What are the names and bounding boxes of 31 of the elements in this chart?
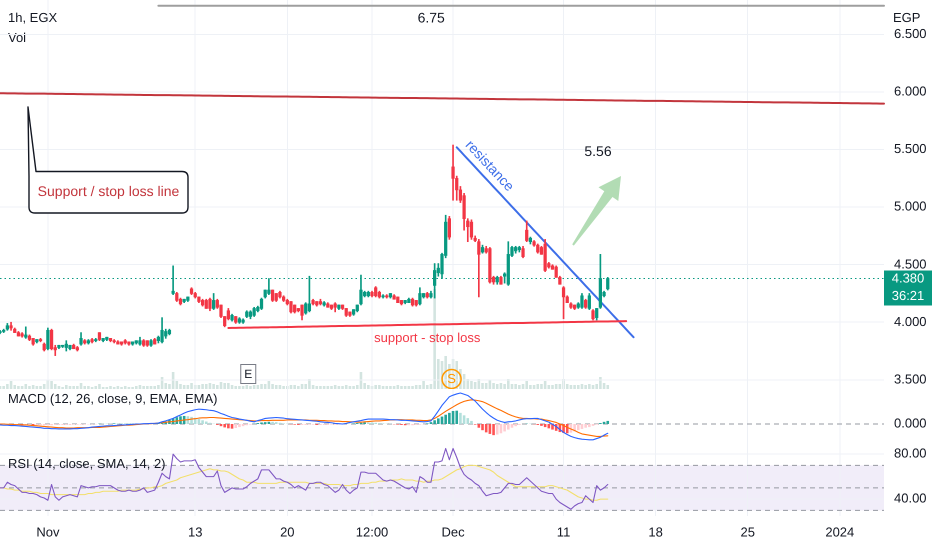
ref-line-label: 4.380 (892, 270, 924, 286)
text: RSI (14, close, SMA, 14, 2) (8, 456, 166, 472)
series-label: 6.75 (418, 10, 446, 26)
text: 1h, EGX (8, 10, 58, 26)
y-tick-label: 80.00 (894, 446, 927, 461)
y-tick-label: 4.500 (894, 256, 927, 272)
y-tick-label: 6.000 (894, 84, 927, 99)
annotation: 5.56 (584, 142, 612, 159)
y-tick-label: 3.500 (894, 371, 927, 386)
y-tick-label: 5.000 (894, 198, 927, 214)
x-tick-label: 2024 (825, 524, 854, 540)
ref-line-label: 0.000 (894, 416, 927, 431)
series-label: support - stop loss (374, 330, 481, 346)
chart-title: MACD (12, 26, close, 9, EMA, EMA) (8, 391, 218, 407)
x-tick-label: 12:00 (356, 524, 388, 540)
y-tick-label: 4.000 (894, 314, 927, 329)
x-tick-label: 11 (556, 524, 570, 540)
y-tick-label: 40.00 (894, 490, 927, 506)
y-axis-title: EGP (893, 10, 920, 26)
x-tick-label: Nov (36, 524, 60, 540)
x-tick-label: 20 (280, 524, 295, 540)
x-tick-label: Dec (441, 524, 466, 540)
text: 36:21 (892, 288, 924, 304)
x-tick-label: 25 (740, 524, 755, 540)
x-tick-label: 13 (188, 524, 202, 540)
y-tick-label: 6.500 (894, 26, 927, 42)
annotation: S (447, 371, 456, 386)
y-tick-label: 5.500 (894, 141, 927, 156)
x-tick-label: 18 (648, 524, 663, 540)
annotation: E (244, 366, 252, 381)
text: Support / stop loss line (38, 183, 180, 200)
